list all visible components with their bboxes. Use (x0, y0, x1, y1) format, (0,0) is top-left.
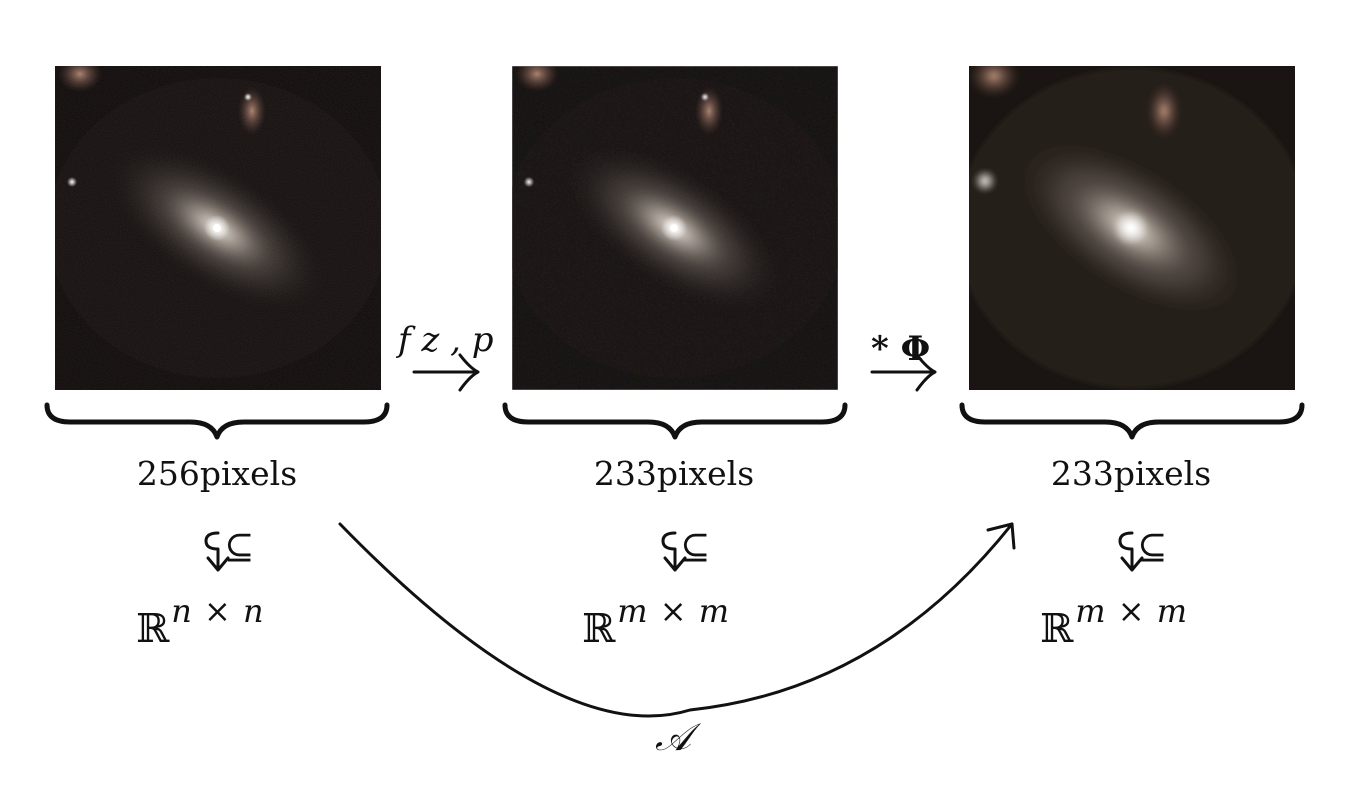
subset-symbol-2: ⊆ (680, 527, 711, 568)
dimension-exponent: n × n (171, 592, 265, 630)
dimension-exponent: m × m (617, 592, 731, 630)
operator-label-a: 𝒜 (655, 715, 691, 759)
subset-symbol-3: ⊆ (1137, 527, 1168, 568)
space-label-1: ℝn × n (136, 595, 265, 649)
arc-arrow-a (338, 522, 1014, 718)
galaxy-image-original (55, 66, 381, 390)
arrow-phi (870, 353, 937, 392)
size-label-2: 233pixels (593, 454, 755, 493)
real-symbol: ℝ (136, 606, 170, 652)
subset-symbol-1: ⊆ (224, 527, 255, 568)
size-label-3: 233pixels (1050, 454, 1212, 493)
hook-arrow-2 (661, 531, 687, 572)
hook-arrow-3 (1118, 531, 1144, 572)
arrow-f (412, 353, 480, 392)
space-label-2: ℝm × m (582, 595, 730, 649)
hook-arrow-1 (204, 531, 230, 572)
galaxy-image-convolved (969, 66, 1295, 390)
brace-3 (959, 402, 1305, 440)
brace-1 (44, 402, 390, 440)
brace-2 (502, 402, 848, 440)
dimension-exponent: m × m (1075, 592, 1189, 630)
galaxy-image-resampled (512, 66, 838, 390)
size-label-1: 256pixels (136, 454, 298, 493)
operator-label-f: f z , p (398, 320, 494, 360)
arc-arrow-a-head (986, 522, 1016, 550)
operator-label-phi: * Φ (871, 329, 931, 369)
real-symbol: ℝ (582, 606, 616, 652)
real-symbol: ℝ (1040, 606, 1074, 652)
space-label-3: ℝm × m (1040, 595, 1188, 649)
